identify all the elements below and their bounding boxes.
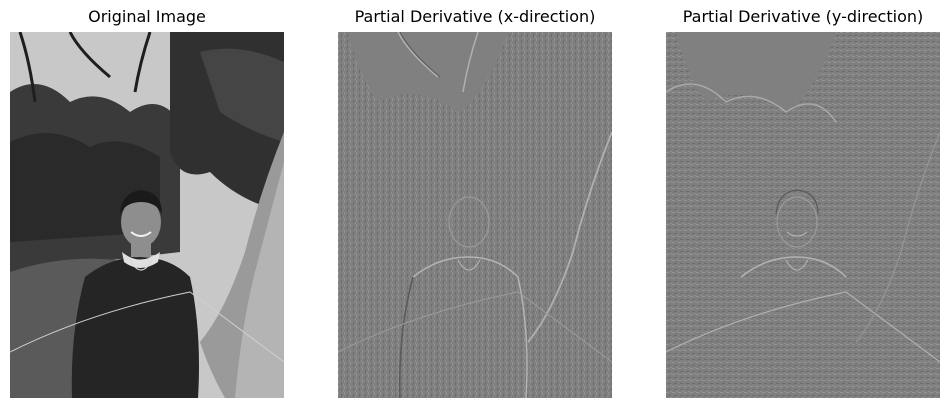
gradient-y-trunk-edge — [855, 131, 940, 343]
gradient-y-head — [776, 196, 818, 248]
gradient-x-image — [338, 32, 612, 398]
gradient-y-sky — [676, 32, 836, 112]
gradient-x-branch-1b — [399, 32, 441, 78]
branch-3 — [18, 32, 37, 103]
gradient-y-canopy-edge — [666, 83, 837, 123]
panel-gradient-x: Partial Derivative (x-direction) — [338, 0, 612, 407]
gradient-x-necklace — [457, 259, 481, 271]
branch-1 — [68, 32, 111, 79]
gradient-y-hair — [775, 189, 819, 215]
necklace — [129, 259, 153, 271]
head — [121, 197, 161, 247]
gradient-x-person-outline-left — [399, 276, 414, 398]
panel-title-original: Original Image — [88, 7, 206, 26]
branch-2 — [133, 32, 152, 93]
gradient-y-necklace — [785, 259, 809, 271]
gradient-y-rope — [666, 291, 940, 363]
panel-gradient-y: Partial Derivative (y-direction) — [666, 0, 940, 407]
sweater — [71, 257, 199, 398]
gradient-x-rope — [338, 291, 612, 363]
gradient-y-person-shoulders — [740, 256, 847, 278]
panel-title-gradient-x: Partial Derivative (x-direction) — [354, 7, 596, 26]
gradient-x-branch-2 — [462, 32, 479, 93]
gradient-x-trunk-edge — [527, 131, 612, 343]
gradient-x-head — [448, 196, 490, 248]
gradient-x-branch-1 — [397, 32, 439, 78]
rope — [10, 291, 284, 363]
original-photo — [10, 32, 284, 398]
gradient-x-person-outline — [412, 256, 528, 398]
smile — [130, 231, 152, 237]
hair — [120, 190, 162, 214]
shirt-collar — [122, 252, 160, 268]
right-canopy-detail — [200, 48, 284, 142]
gradient-x-sky — [348, 32, 508, 112]
panel-title-gradient-y: Partial Derivative (y-direction) — [682, 7, 924, 26]
tree-trunk-shade — [235, 162, 284, 398]
panel-original-image: Original Image — [10, 0, 284, 407]
gradient-y-image — [666, 32, 940, 398]
gradient-y-smile — [786, 231, 808, 237]
